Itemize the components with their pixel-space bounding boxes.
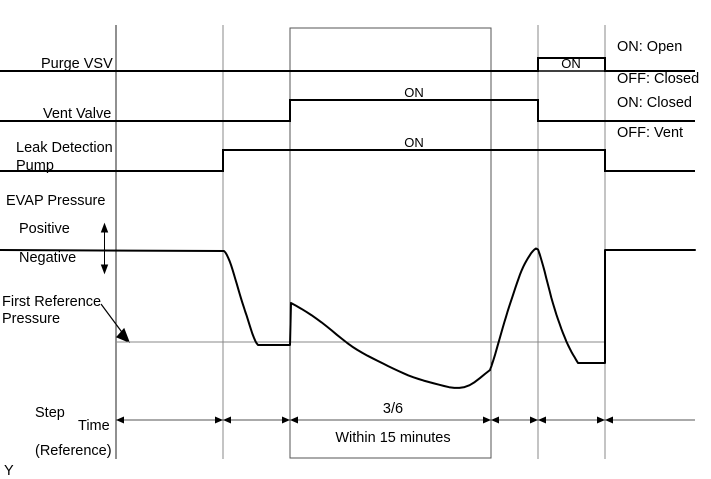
svg-text:Positive: Positive [19, 221, 70, 237]
svg-text:Pump: Pump [16, 158, 54, 174]
svg-text:Step: Step [35, 405, 65, 421]
svg-text:Time: Time [78, 418, 110, 434]
svg-text:First Reference: First Reference [2, 294, 101, 310]
svg-text:Negative: Negative [19, 250, 76, 266]
svg-text:OFF: Vent: OFF: Vent [617, 125, 683, 141]
svg-text:3/6: 3/6 [383, 401, 403, 417]
svg-text:OFF: Closed: OFF: Closed [617, 71, 699, 87]
svg-text:ON: Open: ON: Open [617, 39, 682, 55]
svg-text:Pressure: Pressure [2, 311, 60, 327]
svg-text:Within 15 minutes: Within 15 minutes [335, 430, 450, 446]
svg-text:Leak Detection: Leak Detection [16, 140, 113, 156]
svg-text:Purge VSV: Purge VSV [41, 56, 113, 72]
svg-text:(Reference): (Reference) [35, 443, 112, 459]
svg-text:Vent Valve: Vent Valve [43, 106, 111, 122]
svg-text:EVAP Pressure: EVAP Pressure [6, 193, 105, 209]
svg-text:ON: ON [561, 56, 581, 71]
svg-text:Y: Y [4, 463, 14, 479]
svg-text:ON: ON [404, 135, 424, 150]
svg-text:ON: ON [404, 85, 424, 100]
svg-text:ON: Closed: ON: Closed [617, 95, 692, 111]
